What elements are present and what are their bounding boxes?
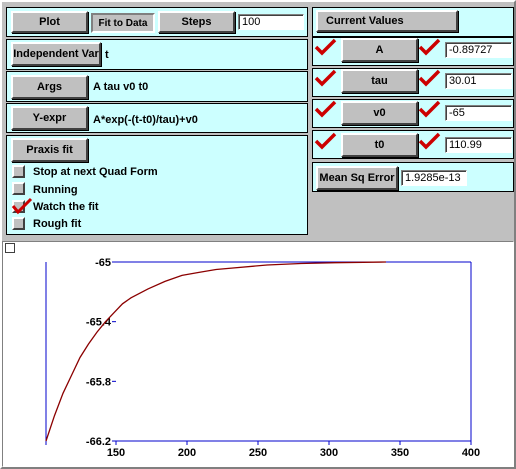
checkmark-icon xyxy=(11,197,33,215)
param-t0-lock-check[interactable] xyxy=(418,132,443,156)
stop-quad-form-checkbox[interactable] xyxy=(12,165,25,178)
running-label: Running xyxy=(33,184,78,196)
param-tau-enable-check[interactable] xyxy=(314,69,339,93)
praxis-fit-button[interactable]: Praxis fit xyxy=(11,138,88,162)
checkmark-icon xyxy=(314,38,337,56)
checkmark-icon xyxy=(314,132,337,150)
args-button[interactable]: Args xyxy=(11,75,88,99)
param-a-lock-check[interactable] xyxy=(418,38,443,62)
param-a-button[interactable]: A xyxy=(341,38,418,62)
checkmark-icon xyxy=(418,132,441,150)
checkmark-icon xyxy=(314,69,337,87)
param-tau-lock-check[interactable] xyxy=(418,69,443,93)
rough-fit-label: Rough fit xyxy=(33,218,82,230)
watch-fit-label: Watch the fit xyxy=(33,201,99,213)
mean-sq-error-button[interactable]: Mean Sq Error xyxy=(316,166,398,190)
param-v0-value[interactable]: -65 xyxy=(445,105,512,121)
checkmark-icon xyxy=(418,100,441,118)
current-values-button[interactable]: Current Values xyxy=(316,10,458,32)
steps-field[interactable]: 100 xyxy=(238,14,304,30)
checkmark-icon xyxy=(314,100,337,118)
plot-area xyxy=(2,241,514,467)
param-tau-value[interactable]: 30.01 xyxy=(445,73,512,89)
param-v0-button[interactable]: v0 xyxy=(341,101,418,125)
independent-var-value: t xyxy=(105,49,109,61)
param-a-value[interactable]: -0.89727 xyxy=(445,42,512,58)
stop-quad-form-label: Stop at next Quad Form xyxy=(33,166,158,178)
plot-button[interactable]: Plot xyxy=(11,11,88,33)
independent-var-button[interactable]: Independent Var xyxy=(11,42,101,66)
plot-corner-box[interactable] xyxy=(5,243,15,253)
param-v0-lock-check[interactable] xyxy=(418,100,443,124)
checkmark-icon xyxy=(418,69,441,87)
param-v0-enable-check[interactable] xyxy=(314,100,339,124)
yexpr-value: A*exp(-(t-t0)/tau)+v0 xyxy=(93,114,198,126)
mse-value: 1.9285e-13 xyxy=(401,170,467,186)
yexpr-button[interactable]: Y-expr xyxy=(11,106,88,130)
param-t0-button[interactable]: t0 xyxy=(341,133,418,157)
checkmark-icon xyxy=(418,38,441,56)
fit-to-data-button[interactable]: Fit to Data xyxy=(91,13,155,33)
param-a-enable-check[interactable] xyxy=(314,38,339,62)
param-t0-value[interactable]: 110.99 xyxy=(445,137,512,153)
running-checkbox[interactable] xyxy=(12,182,25,195)
param-tau-button[interactable]: tau xyxy=(341,69,418,93)
steps-button[interactable]: Steps xyxy=(158,11,235,33)
watch-fit-checkbox[interactable] xyxy=(11,197,33,215)
param-t0-enable-check[interactable] xyxy=(314,132,339,156)
args-value: A tau v0 t0 xyxy=(93,81,149,93)
rough-fit-checkbox[interactable] xyxy=(12,217,25,230)
